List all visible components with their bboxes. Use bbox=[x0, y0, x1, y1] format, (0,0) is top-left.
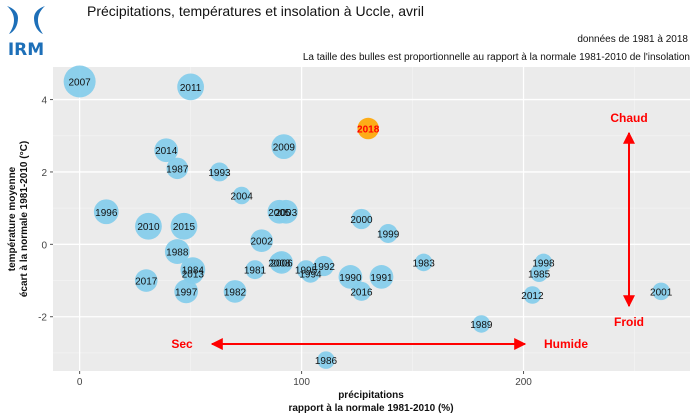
x-tick-label: 100 bbox=[293, 377, 310, 388]
x-axis-ticks: 0 100 200 bbox=[77, 371, 532, 388]
bubble-2018 bbox=[357, 117, 379, 140]
bubble-2002 bbox=[250, 229, 273, 253]
bubble-label-2006: 2006 bbox=[270, 258, 293, 269]
bubble-label-1996: 1996 bbox=[95, 208, 118, 219]
bubble-2014 bbox=[154, 138, 179, 163]
bubble-label-2013: 2013 bbox=[182, 269, 205, 280]
bubble-label-1993: 1993 bbox=[208, 168, 231, 179]
x-axis-title-line1: précipitations bbox=[338, 390, 404, 401]
bubble-labels: 2007 2011 2018 2014 2009 1987 1993 2004 1996 2010… bbox=[69, 77, 673, 367]
annotation-froid: Froid bbox=[614, 315, 644, 329]
bubbles bbox=[63, 65, 670, 369]
annotation-chaud: Chaud bbox=[610, 111, 647, 125]
bubble-2012 bbox=[523, 286, 542, 304]
chart-subtitle-bubble-note: La taille des bulles est proportionnelle… bbox=[303, 52, 690, 63]
bubble-label-1983: 1983 bbox=[413, 258, 436, 269]
bubble-1991 bbox=[369, 265, 394, 289]
bubble-label-2016: 2016 bbox=[350, 287, 373, 298]
bubble-2015 bbox=[170, 212, 198, 240]
bubble-label-2010: 2010 bbox=[137, 222, 160, 233]
y-axis-ticks: -2 0 2 4 bbox=[38, 96, 53, 324]
y-tick-label: -2 bbox=[38, 313, 47, 324]
grid-major bbox=[53, 67, 690, 371]
bubble-2003 bbox=[274, 199, 298, 224]
bubble-label-2009: 2009 bbox=[273, 143, 296, 154]
irm-logo: IRM bbox=[7, 6, 45, 60]
y-tick-label: 0 bbox=[41, 240, 47, 251]
bubble-2010 bbox=[135, 212, 162, 240]
bubble-1993 bbox=[209, 162, 229, 182]
chart-title: Précipitations, températures et insolati… bbox=[87, 3, 424, 19]
bubble-label-2005: 2005 bbox=[268, 208, 291, 219]
annotation-sec: Sec bbox=[171, 337, 193, 351]
bubble-1985 bbox=[530, 264, 548, 283]
x-tick-label: 0 bbox=[77, 377, 83, 388]
bubble-label-2001: 2001 bbox=[650, 287, 673, 298]
bubble-1981 bbox=[245, 260, 265, 280]
bubble-1983 bbox=[414, 253, 433, 272]
bubble-1997 bbox=[174, 279, 199, 304]
bubble-2000 bbox=[351, 208, 372, 230]
bubble-2016 bbox=[352, 281, 371, 301]
x-axis-title-line2: rapport à la normale 1981-2010 (%) bbox=[288, 403, 453, 414]
x-tick-label: 200 bbox=[515, 377, 532, 388]
logo-wave-right-icon bbox=[34, 6, 45, 34]
bubble-label-2014: 2014 bbox=[155, 146, 178, 157]
bubble-label-1981: 1981 bbox=[244, 266, 267, 277]
bubble-1999 bbox=[378, 224, 398, 243]
bubble-label-2017: 2017 bbox=[135, 277, 158, 288]
bubble-1986 bbox=[317, 351, 335, 369]
bubble-label-1998: 1998 bbox=[532, 258, 555, 269]
bubble-2013 bbox=[182, 262, 204, 285]
bubble-label-2011: 2011 bbox=[180, 83, 202, 94]
bubble-label-1991: 1991 bbox=[370, 273, 393, 284]
bubble-label-2015: 2015 bbox=[173, 222, 196, 233]
chart-subtitle-period: données de 1981 à 2018 bbox=[577, 34, 688, 45]
bubble-label-1988: 1988 bbox=[166, 248, 189, 259]
bubble-label-2018: 2018 bbox=[357, 125, 380, 136]
bubble-1996 bbox=[93, 199, 119, 225]
bubble-1982 bbox=[223, 280, 247, 303]
bubble-1992 bbox=[313, 255, 334, 277]
bubble-1990 bbox=[338, 265, 363, 289]
bubble-label-1990: 1990 bbox=[339, 273, 362, 284]
bubble-2009 bbox=[271, 134, 297, 160]
bubble-2001 bbox=[652, 282, 670, 301]
bubble-1988 bbox=[164, 239, 190, 264]
bubble-2017 bbox=[134, 269, 158, 292]
y-tick-label: 4 bbox=[41, 96, 47, 107]
bubble-label-1984: 1984 bbox=[182, 266, 205, 277]
bubble-label-2012: 2012 bbox=[521, 291, 544, 302]
bubble-label-2008: 2008 bbox=[268, 258, 291, 269]
y-axis-title-line2: écart à la normale 1981-2010 (°C) bbox=[19, 141, 30, 297]
bubble-2007 bbox=[63, 65, 96, 98]
bubble-label-1992: 1992 bbox=[313, 262, 336, 273]
bubble-label-2003: 2003 bbox=[275, 208, 298, 219]
bubble-label-1997: 1997 bbox=[175, 287, 198, 298]
annotation-humide: Humide bbox=[544, 337, 588, 351]
bubble-label-1999: 1999 bbox=[377, 229, 400, 240]
bubble-2008 bbox=[269, 252, 290, 273]
bubble-1989 bbox=[472, 315, 491, 333]
bubble-label-2000: 2000 bbox=[350, 215, 373, 226]
bubble-2004 bbox=[232, 186, 251, 205]
bubble-label-1985: 1985 bbox=[528, 269, 551, 280]
y-tick-label: 2 bbox=[41, 168, 47, 179]
bubble-label-1982: 1982 bbox=[224, 287, 247, 298]
bubble-label-2007: 2007 bbox=[69, 77, 92, 88]
bubble-label-1986: 1986 bbox=[315, 356, 338, 367]
bubble-label-1989: 1989 bbox=[470, 320, 493, 331]
bubble-label-2004: 2004 bbox=[231, 191, 254, 202]
bubble-label-1995: 1995 bbox=[295, 266, 318, 277]
logo-text: IRM bbox=[8, 40, 44, 60]
bubble-label-2002: 2002 bbox=[251, 237, 274, 248]
bubble-label-1987: 1987 bbox=[166, 164, 189, 175]
logo-wave-left-icon bbox=[7, 6, 18, 34]
bubble-1987 bbox=[166, 157, 189, 180]
bubble-2011 bbox=[177, 73, 204, 101]
y-axis-title-line1: température moyenne bbox=[7, 166, 18, 271]
bubble-label-1994: 1994 bbox=[299, 269, 322, 280]
